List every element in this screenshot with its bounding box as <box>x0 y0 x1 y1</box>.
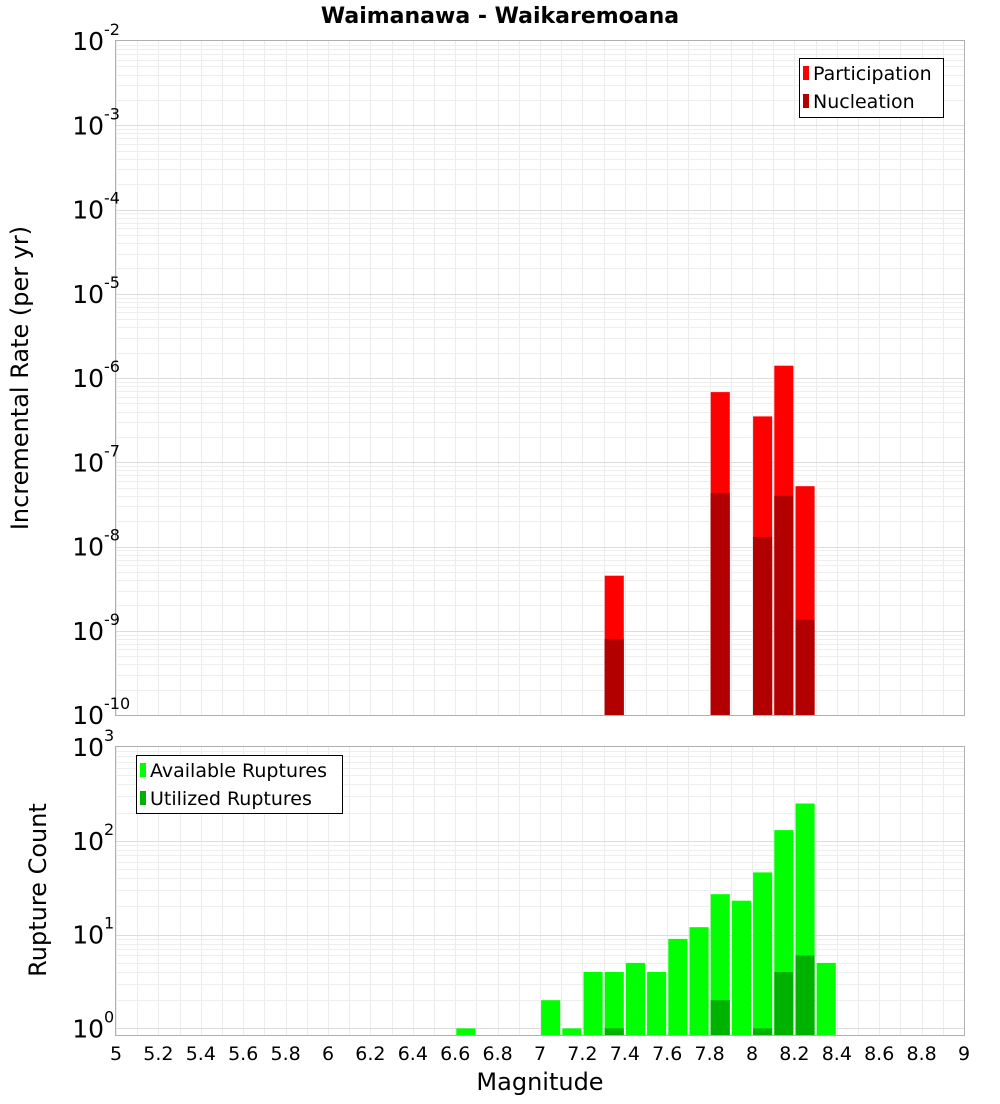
x-tick-label: 5.8 <box>270 1043 300 1065</box>
bottom-utilized-ruptures-bar <box>774 972 794 1035</box>
legend-swatch-nucleation <box>803 94 809 108</box>
top-y-tick-base: 10 <box>72 533 104 562</box>
top-y-tick-base: 10 <box>72 364 104 393</box>
x-tick-label: 6.6 <box>440 1043 470 1065</box>
bottom-available-ruptures-bar <box>731 900 751 1035</box>
top-y-tick-base: 10 <box>72 196 104 225</box>
bottom-y-tick-base: 10 <box>72 827 104 856</box>
x-tick-label: 6.2 <box>355 1043 385 1065</box>
x-tick-label: 8.8 <box>906 1043 936 1065</box>
top-nucleation-bar <box>604 638 624 715</box>
bottom-available-ruptures-bar <box>583 972 603 1035</box>
top-y-tick-exponent: -4 <box>104 189 120 208</box>
x-tick-label: 7 <box>534 1043 546 1065</box>
x-tick-label: 8.6 <box>864 1043 894 1065</box>
top-y-tick-base: 10 <box>72 448 104 477</box>
bottom-available-ruptures-bar <box>816 962 836 1035</box>
bottom-utilized-ruptures-bar <box>710 1000 730 1035</box>
x-tick-label: 6.4 <box>398 1043 428 1065</box>
bottom-y-tick-base: 10 <box>72 1014 104 1043</box>
bottom-available-ruptures-bar <box>647 972 667 1035</box>
x-tick-label: 8.2 <box>779 1043 809 1065</box>
top-y-tick-exponent: -5 <box>104 273 120 292</box>
top-y-axis-label: Incremental Rate (per yr) <box>6 226 34 530</box>
bottom-y-tick-exponent: 2 <box>104 820 114 839</box>
bottom-y-tick-exponent: 3 <box>104 726 114 745</box>
bottom-y-tick-base: 10 <box>72 921 104 950</box>
top-nucleation-bar <box>710 493 730 715</box>
legend-swatch-available-ruptures <box>140 763 146 777</box>
bottom-y-tick-base: 10 <box>72 733 104 762</box>
legend-swatch-utilized-ruptures <box>140 791 146 805</box>
x-tick-label: 6.8 <box>482 1043 512 1065</box>
legend-label-participation: Participation <box>813 63 932 85</box>
x-tick-label: 7.2 <box>567 1043 597 1065</box>
top-y-tick-exponent: -9 <box>104 610 120 629</box>
legend-label-available-ruptures: Available Ruptures <box>150 760 327 782</box>
x-axis-label: Magnitude <box>476 1068 603 1096</box>
top-y-tick-exponent: -2 <box>104 20 120 39</box>
top-y-tick-base: 10 <box>72 280 104 309</box>
x-tick-label: 7.4 <box>610 1043 640 1065</box>
bottom-y-axis-label: Rupture Count <box>24 803 52 977</box>
top-y-tick-base: 10 <box>72 111 104 140</box>
x-tick-label: 9 <box>958 1043 970 1065</box>
top-legend: Participation Nucleation <box>799 58 944 118</box>
top-y-tick-exponent: -3 <box>104 104 120 123</box>
top-plot-frame <box>115 40 965 716</box>
bottom-available-ruptures-bar <box>668 938 688 1035</box>
bottom-available-ruptures-bar <box>456 1028 476 1035</box>
x-tick-label: 6 <box>322 1043 334 1065</box>
top-y-tick-base: 10 <box>72 701 104 730</box>
top-y-tick-exponent: -7 <box>104 441 120 460</box>
bottom-legend: Available Ruptures Utilized Ruptures <box>136 755 343 814</box>
top-nucleation-bar <box>774 495 794 715</box>
legend-label-utilized-ruptures: Utilized Ruptures <box>150 788 312 810</box>
bottom-available-ruptures-bar <box>753 872 773 1035</box>
top-y-tick-exponent: -8 <box>104 526 120 545</box>
x-tick-label: 5.6 <box>228 1043 258 1065</box>
top-legend-box <box>799 58 944 118</box>
top-nucleation-bar <box>753 536 773 715</box>
bottom-y-tick-exponent: 0 <box>104 1007 114 1026</box>
x-tick-label: 5 <box>110 1043 122 1065</box>
bottom-available-ruptures-bar <box>710 894 730 1035</box>
x-tick-label: 8 <box>746 1043 758 1065</box>
top-y-tick-exponent: -6 <box>104 357 120 376</box>
legend-label-nucleation: Nucleation <box>813 91 915 113</box>
top-nucleation-bar <box>795 619 815 715</box>
bottom-available-ruptures-bar <box>625 962 645 1035</box>
top-y-tick-base: 10 <box>72 27 104 56</box>
bottom-available-ruptures-bar <box>562 1028 582 1035</box>
bottom-plot-frame <box>115 746 965 1036</box>
top-y-tick-exponent: -10 <box>104 694 130 713</box>
chart-title: Waimanawa - Waikaremoana <box>321 4 679 29</box>
x-tick-label: 8.4 <box>822 1043 852 1065</box>
bottom-available-ruptures-bar <box>689 927 709 1035</box>
x-tick-label: 5.2 <box>143 1043 173 1065</box>
bottom-legend-box <box>136 755 343 814</box>
x-tick-label: 7.8 <box>694 1043 724 1065</box>
bottom-utilized-ruptures-bar <box>795 955 815 1035</box>
bottom-y-tick-exponent: 1 <box>104 914 114 933</box>
x-tick-label: 5.4 <box>186 1043 216 1065</box>
top-y-tick-base: 10 <box>72 617 104 646</box>
bottom-available-ruptures-bar <box>604 972 624 1035</box>
x-tick-label: 7.6 <box>652 1043 682 1065</box>
bottom-utilized-ruptures-bar <box>604 1028 624 1035</box>
bottom-available-ruptures-bar <box>541 1000 561 1035</box>
bottom-utilized-ruptures-bar <box>753 1028 773 1035</box>
legend-swatch-participation <box>803 66 809 80</box>
